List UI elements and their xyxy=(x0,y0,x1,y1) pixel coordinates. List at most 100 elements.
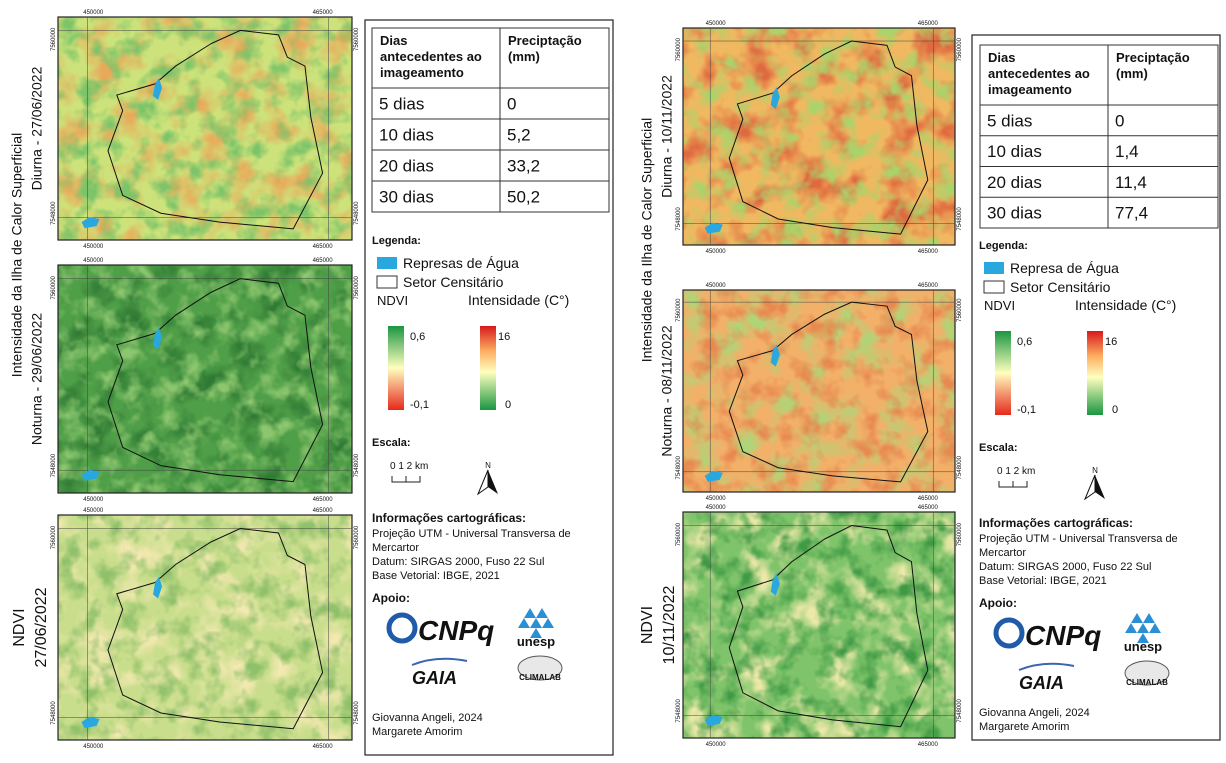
coord-label: 7560000 xyxy=(354,525,360,549)
legend-label: Setor Censitário xyxy=(403,274,504,290)
coord-label: 450000 xyxy=(706,249,727,255)
intensity-ramp xyxy=(1087,331,1103,415)
coord-label: 465000 xyxy=(313,744,334,750)
side-title: Intensidade da Ilha de Calor Superficial xyxy=(9,133,25,377)
side-title: Intensidade da Ilha de Calor Superficial xyxy=(639,118,655,362)
credit: Giovanna Angeli, 2024 xyxy=(372,712,483,724)
coord-label: 465000 xyxy=(918,496,939,502)
coord-label: 465000 xyxy=(918,21,939,27)
map-label: 10/11/2022 xyxy=(661,585,678,664)
map-label: Diurna - 10/11/2022 xyxy=(659,75,675,198)
coord-label: 450000 xyxy=(706,742,727,748)
legend-label: Represas de Água xyxy=(403,255,519,271)
legend-title: Informações cartográficas: xyxy=(979,516,1133,530)
legend-label: Intensidade (C°) xyxy=(468,292,569,308)
coord-label: 450000 xyxy=(83,244,104,250)
coord-label: 7560000 xyxy=(957,522,963,546)
table-cell: 0 xyxy=(1115,111,1124,130)
table-cell: 5 dias xyxy=(987,111,1032,130)
coord-label: 7560000 xyxy=(676,522,682,546)
map-texture xyxy=(683,512,955,738)
table-header: antecedentes ao xyxy=(380,49,482,64)
table-cell: 33,2 xyxy=(507,157,540,176)
table-header: imageamento xyxy=(988,82,1072,97)
table-cell: 20 dias xyxy=(987,173,1042,192)
table-cell: 30 dias xyxy=(379,188,434,207)
water-swatch xyxy=(984,262,1004,274)
map-texture xyxy=(58,17,352,240)
coord-label: 450000 xyxy=(83,497,104,503)
map-label: NDVI xyxy=(11,608,28,646)
coord-label: 7548000 xyxy=(51,453,57,477)
logo: CLIMALAB xyxy=(1126,678,1168,687)
coord-label: 465000 xyxy=(918,742,939,748)
carto-line: Projeção UTM - Universal Transversa de xyxy=(372,528,571,540)
table-header: (mm) xyxy=(508,49,540,64)
north-label: N xyxy=(485,461,491,470)
coord-label: 465000 xyxy=(313,508,334,514)
coord-label: 450000 xyxy=(706,496,727,502)
coord-label: 7548000 xyxy=(676,699,682,723)
credit: Giovanna Angeli, 2024 xyxy=(979,707,1090,719)
table-header: Dias xyxy=(380,33,407,48)
map-label: 27/06/2022 xyxy=(33,587,50,667)
coord-label: 465000 xyxy=(313,258,334,264)
coord-label: 7548000 xyxy=(354,201,360,225)
table-cell: 10 dias xyxy=(987,142,1042,161)
table-header: imageamento xyxy=(380,65,464,80)
coord-label: 7560000 xyxy=(354,27,360,51)
coord-label: 7548000 xyxy=(957,207,963,231)
water-swatch xyxy=(377,257,397,269)
table-cell: 10 dias xyxy=(379,126,434,145)
sector-swatch xyxy=(984,281,1004,293)
coord-label: 7548000 xyxy=(51,201,57,225)
legend-title: Apoio: xyxy=(372,591,410,605)
coord-label: 450000 xyxy=(83,744,104,750)
ramp-label: -0,1 xyxy=(410,399,429,411)
table-cell: 5 dias xyxy=(379,95,424,114)
map-label: NDVI xyxy=(639,606,656,644)
coord-label: 7560000 xyxy=(676,37,682,61)
ramp-label: 0 xyxy=(505,399,511,411)
legend-label: Setor Censitário xyxy=(1010,279,1111,295)
coord-label: 450000 xyxy=(83,10,104,16)
table-cell: 5,2 xyxy=(507,126,531,145)
carto-line: Base Vetorial: IBGE, 2021 xyxy=(979,575,1107,587)
legend-title: Informações cartográficas: xyxy=(372,511,526,525)
credit: Margarete Amorim xyxy=(372,726,462,738)
ndvi-ramp xyxy=(388,326,404,410)
coord-label: 7560000 xyxy=(51,27,57,51)
coord-label: 7560000 xyxy=(957,37,963,61)
logo: CNPq xyxy=(1025,620,1101,651)
coord-label: 7560000 xyxy=(354,275,360,299)
table-header: Preciptação xyxy=(508,33,582,48)
logo: GAIA xyxy=(412,668,457,688)
map-texture xyxy=(683,290,955,492)
table-cell: 1,4 xyxy=(1115,142,1139,161)
legend-title: Legenda: xyxy=(372,235,421,247)
carto-line: Base Vetorial: IBGE, 2021 xyxy=(372,570,500,582)
coord-label: 465000 xyxy=(918,283,939,289)
coord-label: 465000 xyxy=(313,244,334,250)
carto-line: Mercartor xyxy=(372,542,419,554)
coord-label: 7548000 xyxy=(676,207,682,231)
carto-line: Mercartor xyxy=(979,547,1026,559)
table-cell: 0 xyxy=(507,95,516,114)
coord-label: 450000 xyxy=(83,258,104,264)
table-cell: 77,4 xyxy=(1115,204,1148,223)
intensity-ramp xyxy=(480,326,496,410)
coord-label: 450000 xyxy=(706,283,727,289)
sector-swatch xyxy=(377,276,397,288)
coord-label: 450000 xyxy=(83,508,104,514)
coord-label: 465000 xyxy=(918,249,939,255)
map-texture xyxy=(58,265,352,493)
coord-label: 7560000 xyxy=(51,275,57,299)
coord-label: 7560000 xyxy=(676,298,682,322)
legend-title: Escala: xyxy=(979,442,1018,454)
logo: unesp xyxy=(517,634,555,649)
coord-label: 7548000 xyxy=(676,455,682,479)
table-cell: 20 dias xyxy=(379,157,434,176)
logo: unesp xyxy=(1124,639,1162,654)
figure: Intensidade da Ilha de Calor Superficial… xyxy=(0,0,1226,763)
carto-line: Datum: SIRGAS 2000, Fuso 22 Sul xyxy=(372,556,544,568)
